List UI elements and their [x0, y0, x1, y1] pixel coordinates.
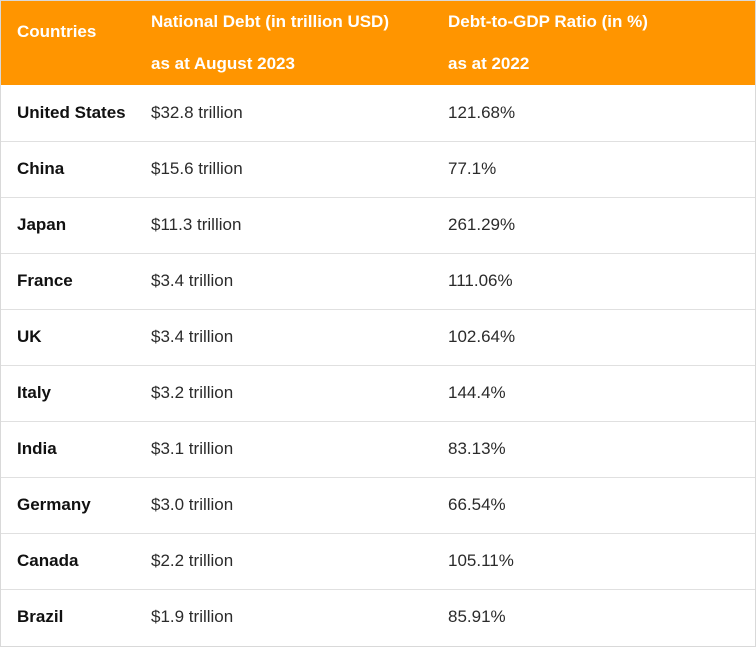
- cell-ratio: 144.4%: [448, 383, 506, 402]
- cell-ratio: 105.11%: [448, 551, 514, 570]
- cell-debt: $2.2 trillion: [151, 551, 234, 570]
- cell-ratio: 102.64%: [448, 327, 516, 346]
- header-row: Countries National Debt (in trillion USD…: [1, 1, 755, 85]
- table-row: Brazil $1.9 trillion 85.91%: [1, 589, 755, 645]
- cell-country: Germany: [17, 495, 91, 514]
- table-row: France $3.4 trillion 111.06%: [1, 253, 755, 309]
- header-debt-to-gdp-line2: as at 2022: [448, 54, 530, 73]
- cell-ratio: 83.13%: [448, 439, 506, 458]
- cell-debt: $15.6 trillion: [151, 159, 243, 178]
- cell-country: United States: [17, 102, 126, 122]
- table-row: UK $3.4 trillion 102.64%: [1, 309, 755, 365]
- cell-country: France: [17, 271, 73, 290]
- table-row: China $15.6 trillion 77.1%: [1, 141, 755, 197]
- table-row: Italy $3.2 trillion 144.4%: [1, 365, 755, 421]
- cell-debt: $11.3 trillion: [151, 215, 242, 234]
- cell-ratio: 77.1%: [448, 159, 497, 178]
- cell-ratio: 66.54%: [448, 495, 506, 514]
- cell-ratio: 121.68%: [448, 102, 516, 122]
- cell-country: Italy: [17, 383, 52, 402]
- cell-country: Brazil: [17, 607, 64, 627]
- cell-debt: $3.1 trillion: [151, 439, 234, 458]
- header-countries: Countries: [1, 1, 135, 85]
- header-countries-label: Countries: [17, 22, 97, 41]
- table-body: United States $32.8 trillion 121.68% Chi…: [1, 85, 755, 645]
- cell-country: UK: [17, 327, 42, 346]
- cell-debt: $32.8 trillion: [151, 102, 243, 122]
- cell-country: China: [17, 159, 65, 178]
- table-row: India $3.1 trillion 83.13%: [1, 421, 755, 477]
- cell-ratio: 111.06%: [448, 271, 513, 290]
- header-national-debt: National Debt (in trillion USD) as at Au…: [135, 1, 432, 85]
- cell-debt: $3.4 trillion: [151, 327, 234, 346]
- header-national-debt-line2: as at August 2023: [151, 54, 295, 73]
- table-row: United States $32.8 trillion 121.68%: [1, 85, 755, 141]
- cell-debt: $3.0 trillion: [151, 495, 234, 514]
- cell-country: Canada: [17, 551, 79, 570]
- table-header: Countries National Debt (in trillion USD…: [1, 1, 755, 85]
- cell-debt: $1.9 trillion: [151, 607, 234, 627]
- header-national-debt-line1: National Debt (in trillion USD): [151, 12, 389, 31]
- table-row: Japan $11.3 trillion 261.29%: [1, 197, 755, 253]
- cell-country: Japan: [17, 215, 67, 234]
- table-row: Germany $3.0 trillion 66.54%: [1, 477, 755, 533]
- cell-country: India: [17, 439, 57, 458]
- cell-ratio: 85.91%: [448, 607, 506, 627]
- cell-ratio: 261.29%: [448, 215, 516, 234]
- header-debt-to-gdp: Debt-to-GDP Ratio (in %) as at 2022: [432, 1, 755, 85]
- header-debt-to-gdp-line1: Debt-to-GDP Ratio (in %): [448, 12, 648, 31]
- table-row: Canada $2.2 trillion 105.11%: [1, 533, 755, 589]
- cell-debt: $3.2 trillion: [151, 383, 234, 402]
- cell-debt: $3.4 trillion: [151, 271, 234, 290]
